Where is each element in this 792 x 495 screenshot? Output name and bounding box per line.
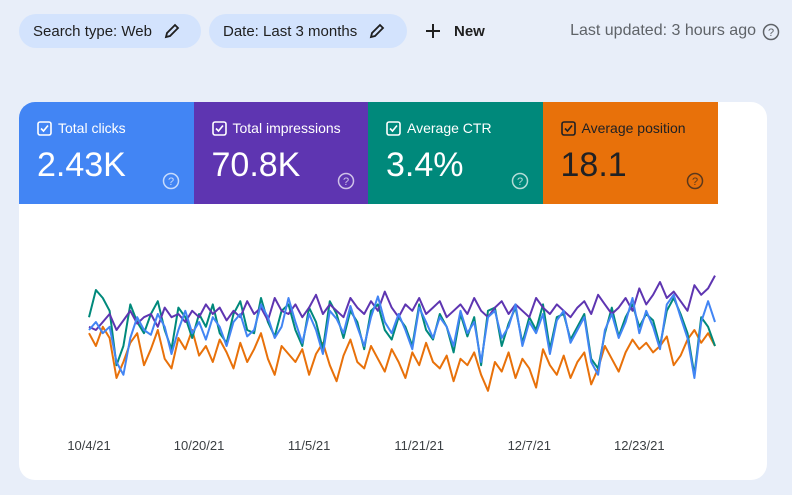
checkbox[interactable]: [37, 120, 52, 136]
metric-header: Total impressions: [211, 120, 369, 136]
svg-text:?: ?: [168, 176, 174, 188]
help-icon[interactable]: ?: [511, 172, 529, 190]
x-tick-label: 10/20/21: [174, 438, 225, 453]
edit-icon: [370, 23, 385, 39]
checkbox[interactable]: [560, 120, 576, 136]
checkbox[interactable]: [386, 120, 401, 136]
series-line: [88, 275, 716, 331]
svg-text:?: ?: [517, 176, 523, 188]
series-line: [88, 293, 716, 379]
x-tick-label: 10/4/21: [67, 438, 110, 453]
metric-label: Total clicks: [58, 120, 126, 136]
metric-tile[interactable]: Total clicks 2.43K ?: [19, 102, 194, 204]
help-icon[interactable]: ?: [686, 172, 704, 190]
new-label: New: [454, 22, 485, 40]
metric-value: 70.8K: [211, 146, 301, 184]
series-line: [88, 325, 716, 392]
x-tick-label: 12/23/21: [614, 438, 665, 453]
metric-label: Average position: [581, 120, 686, 136]
new-button[interactable]: New: [424, 14, 485, 48]
metric-value: 2.43K: [37, 146, 126, 184]
last-updated: Last updated: 3 hours ago: [570, 22, 756, 39]
checkbox[interactable]: [211, 120, 227, 136]
metric-tile[interactable]: Average position 18.1 ?: [542, 102, 718, 204]
plus-icon: [426, 24, 440, 38]
svg-text:?: ?: [691, 176, 697, 188]
x-tick-label: 12/7/21: [508, 438, 551, 453]
metric-tile[interactable]: Average CTR 3.4% ?: [368, 102, 543, 204]
metric-header: Average position: [560, 120, 718, 136]
svg-text:?: ?: [768, 27, 774, 39]
filter-label: Date: Last 3 months: [223, 22, 358, 40]
edit-icon: [164, 23, 180, 39]
metric-label: Average CTR: [407, 120, 492, 136]
x-tick-label: 11/5/21: [288, 438, 330, 453]
help-icon[interactable]: ?: [337, 172, 355, 190]
x-tick-label: 11/21/21: [394, 438, 444, 453]
filter-label: Search type: Web: [33, 22, 152, 40]
metric-tile[interactable]: Total impressions 70.8K ?: [193, 102, 369, 204]
metric-label: Total impressions: [232, 120, 341, 136]
metric-value: 3.4%: [386, 146, 464, 184]
help-icon[interactable]: ?: [162, 172, 180, 190]
filter-chip[interactable]: Date: Last 3 months: [209, 14, 407, 48]
svg-text:?: ?: [342, 176, 348, 188]
metric-value: 18.1: [560, 146, 627, 184]
metric-header: Total clicks: [37, 120, 194, 136]
filter-chip[interactable]: Search type: Web: [19, 14, 201, 48]
help-icon[interactable]: ?: [762, 23, 780, 41]
metric-header: Average CTR: [386, 120, 543, 136]
